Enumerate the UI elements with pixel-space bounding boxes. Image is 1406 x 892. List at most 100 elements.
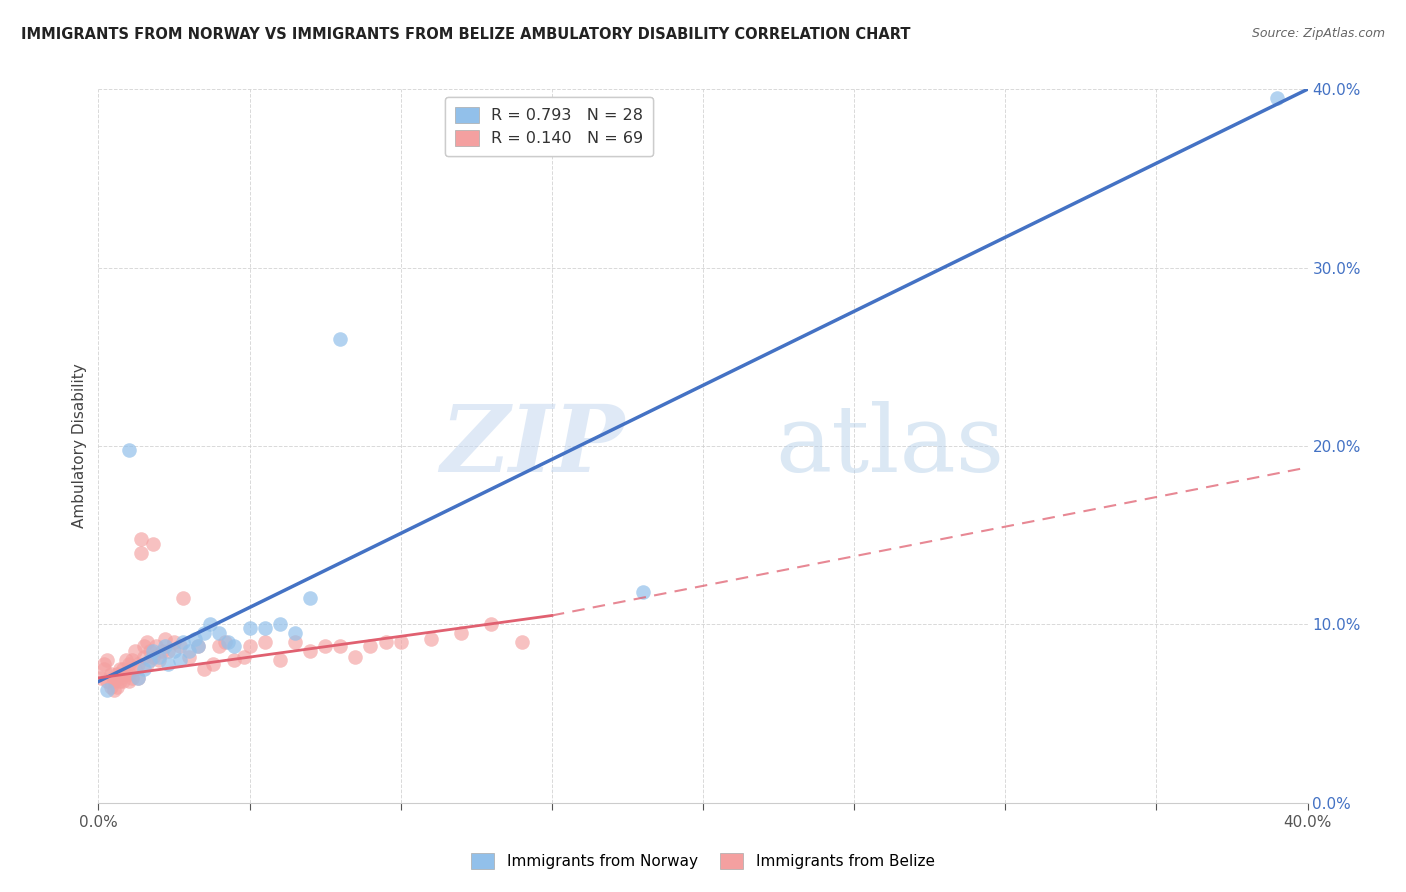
- Point: [111, 662, 134, 676]
- Point: [420, 632, 443, 646]
- Point: [374, 635, 396, 649]
- Point: [142, 649, 165, 664]
- Point: [153, 639, 176, 653]
- Point: [111, 667, 134, 681]
- Point: [208, 639, 231, 653]
- Point: [156, 644, 179, 658]
- Point: [239, 639, 262, 653]
- Point: [329, 639, 352, 653]
- Point: [224, 653, 246, 667]
- Point: [179, 644, 201, 658]
- Point: [108, 671, 131, 685]
- Point: [179, 649, 201, 664]
- Point: [187, 639, 209, 653]
- Y-axis label: Ambulatory Disability: Ambulatory Disability: [72, 364, 87, 528]
- Text: ZIP: ZIP: [440, 401, 624, 491]
- Point: [299, 591, 322, 605]
- Point: [184, 632, 207, 646]
- Point: [105, 680, 128, 694]
- Point: [389, 635, 412, 649]
- Point: [96, 683, 118, 698]
- Point: [360, 639, 382, 653]
- Point: [132, 649, 155, 664]
- Point: [114, 667, 136, 681]
- Point: [1267, 91, 1289, 105]
- Point: [202, 657, 225, 671]
- Point: [108, 662, 131, 676]
- Point: [105, 667, 128, 681]
- Point: [129, 532, 152, 546]
- Point: [172, 591, 194, 605]
- Point: [481, 617, 503, 632]
- Point: [153, 632, 176, 646]
- Point: [96, 674, 118, 689]
- Point: [631, 585, 654, 599]
- Point: [118, 674, 141, 689]
- Point: [135, 635, 157, 649]
- Point: [150, 644, 173, 658]
- Point: [284, 635, 307, 649]
- Point: [253, 621, 276, 635]
- Point: [200, 617, 222, 632]
- Point: [127, 671, 149, 685]
- Point: [193, 626, 215, 640]
- Point: [132, 662, 155, 676]
- Point: [163, 635, 186, 649]
- Point: [142, 537, 165, 551]
- Point: [118, 667, 141, 681]
- Point: [169, 653, 191, 667]
- Text: Source: ZipAtlas.com: Source: ZipAtlas.com: [1251, 27, 1385, 40]
- Point: [108, 674, 131, 689]
- Legend: Immigrants from Norway, Immigrants from Belize: Immigrants from Norway, Immigrants from …: [465, 847, 941, 875]
- Text: IMMIGRANTS FROM NORWAY VS IMMIGRANTS FROM BELIZE AMBULATORY DISABILITY CORRELATI: IMMIGRANTS FROM NORWAY VS IMMIGRANTS FRO…: [21, 27, 911, 42]
- Point: [299, 644, 322, 658]
- Point: [111, 674, 134, 689]
- Point: [121, 671, 143, 685]
- Point: [510, 635, 533, 649]
- Point: [314, 639, 336, 653]
- Point: [169, 639, 191, 653]
- Point: [124, 662, 146, 676]
- Legend: R = 0.793   N = 28, R = 0.140   N = 69: R = 0.793 N = 28, R = 0.140 N = 69: [444, 97, 652, 156]
- Point: [344, 649, 367, 664]
- Point: [145, 639, 167, 653]
- Text: atlas: atlas: [776, 401, 1005, 491]
- Point: [127, 657, 149, 671]
- Point: [103, 671, 125, 685]
- Point: [100, 680, 122, 694]
- Point: [93, 657, 115, 671]
- Point: [284, 626, 307, 640]
- Point: [172, 635, 194, 649]
- Point: [100, 667, 122, 681]
- Point: [156, 657, 179, 671]
- Point: [96, 653, 118, 667]
- Point: [232, 649, 254, 664]
- Point: [187, 639, 209, 653]
- Point: [163, 644, 186, 658]
- Point: [118, 657, 141, 671]
- Point: [132, 639, 155, 653]
- Point: [118, 442, 141, 457]
- Point: [450, 626, 472, 640]
- Point: [269, 653, 291, 667]
- Point: [129, 546, 152, 560]
- Point: [142, 644, 165, 658]
- Point: [103, 674, 125, 689]
- Point: [127, 671, 149, 685]
- Point: [253, 635, 276, 649]
- Point: [103, 683, 125, 698]
- Point: [148, 649, 170, 664]
- Point: [217, 635, 239, 649]
- Point: [148, 653, 170, 667]
- Point: [208, 626, 231, 640]
- Point: [114, 653, 136, 667]
- Point: [90, 671, 112, 685]
- Point: [139, 653, 162, 667]
- Point: [139, 644, 162, 658]
- Point: [135, 657, 157, 671]
- Point: [93, 662, 115, 676]
- Point: [193, 662, 215, 676]
- Point: [121, 653, 143, 667]
- Point: [224, 639, 246, 653]
- Point: [269, 617, 291, 632]
